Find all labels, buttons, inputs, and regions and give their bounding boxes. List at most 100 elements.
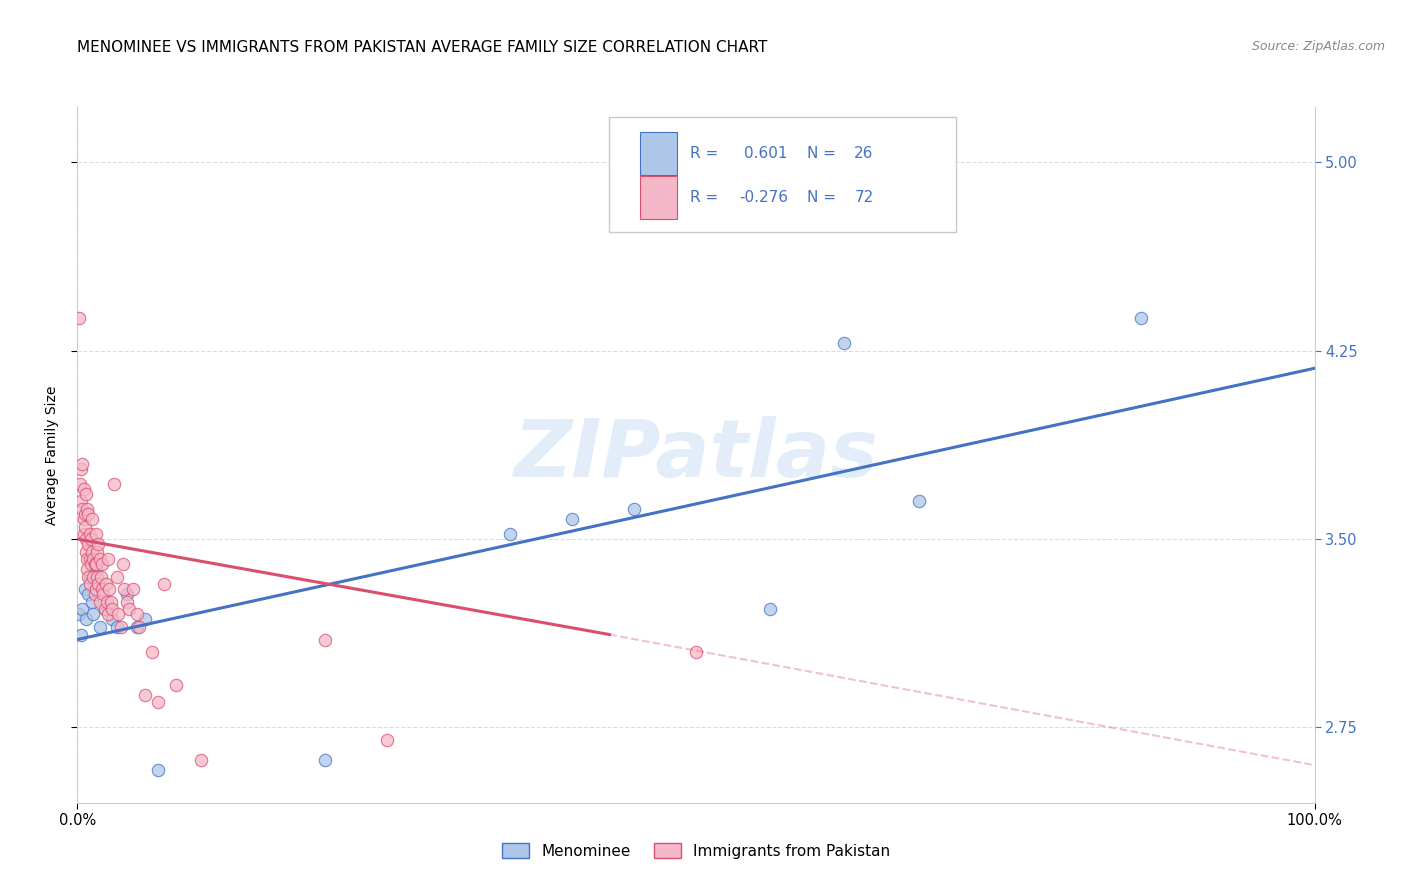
Point <box>73 519 96 533</box>
Point <box>67 311 90 326</box>
Bar <box>640 176 678 219</box>
Point <box>134 688 156 702</box>
Point <box>89 595 111 609</box>
Point <box>87 577 110 591</box>
Point <box>110 620 132 634</box>
Point <box>115 587 138 601</box>
Point <box>72 502 94 516</box>
Point <box>84 557 107 571</box>
Point <box>115 595 138 609</box>
Point <box>375 733 398 747</box>
Point <box>77 507 100 521</box>
Point <box>75 612 97 626</box>
Point <box>107 607 129 622</box>
Bar <box>640 132 678 175</box>
Point <box>76 502 98 516</box>
Point <box>100 595 122 609</box>
Text: ZIPatlas: ZIPatlas <box>513 416 879 494</box>
Point <box>93 602 115 616</box>
Point <box>79 570 101 584</box>
Point <box>76 552 98 566</box>
Point <box>118 602 141 616</box>
Point <box>907 494 929 508</box>
Point <box>561 512 583 526</box>
Point <box>72 527 94 541</box>
Point <box>146 763 169 777</box>
Point <box>77 570 100 584</box>
Point <box>86 544 108 558</box>
Point <box>105 570 128 584</box>
Point <box>103 476 125 491</box>
Point <box>685 645 707 659</box>
Point <box>67 607 90 622</box>
Point <box>82 552 104 566</box>
Point <box>87 537 110 551</box>
Point <box>72 482 94 496</box>
FancyBboxPatch shape <box>609 118 956 232</box>
Point <box>101 602 124 616</box>
Text: Source: ZipAtlas.com: Source: ZipAtlas.com <box>1251 40 1385 54</box>
Point <box>834 336 856 351</box>
Point <box>86 570 108 584</box>
Point <box>93 602 115 616</box>
Point <box>98 582 121 597</box>
Point <box>499 527 522 541</box>
Point <box>76 562 98 576</box>
Point <box>80 532 103 546</box>
Point <box>1130 311 1153 326</box>
Point <box>77 537 100 551</box>
Point <box>91 557 114 571</box>
Point <box>82 607 104 622</box>
Point <box>91 587 114 601</box>
Text: MENOMINEE VS IMMIGRANTS FROM PAKISTAN AVERAGE FAMILY SIZE CORRELATION CHART: MENOMINEE VS IMMIGRANTS FROM PAKISTAN AV… <box>77 40 768 55</box>
Point <box>77 587 100 601</box>
Point <box>84 582 107 597</box>
Point <box>72 602 94 616</box>
Point <box>314 753 336 767</box>
Point <box>70 494 93 508</box>
Text: 0.601: 0.601 <box>744 146 787 161</box>
Point <box>141 645 163 659</box>
Text: 72: 72 <box>855 190 873 205</box>
Point <box>79 552 101 566</box>
Point <box>84 562 107 576</box>
Point <box>72 457 94 471</box>
Point <box>97 607 120 622</box>
Point <box>69 476 91 491</box>
Text: N =: N = <box>807 146 837 161</box>
Point <box>73 507 96 521</box>
Point <box>73 582 96 597</box>
Point <box>89 620 111 634</box>
Y-axis label: Average Family Size: Average Family Size <box>45 385 59 524</box>
Point <box>314 632 336 647</box>
Point <box>83 557 105 571</box>
Point <box>89 552 111 566</box>
Point <box>112 557 135 571</box>
Point <box>97 552 120 566</box>
Point <box>82 544 104 558</box>
Point <box>82 570 104 584</box>
Point <box>75 487 97 501</box>
Point <box>82 595 104 609</box>
Point <box>125 620 148 634</box>
Point <box>623 502 645 516</box>
Point <box>105 620 128 634</box>
Point <box>82 512 104 526</box>
Point <box>96 595 118 609</box>
Point <box>75 544 97 558</box>
Point <box>101 612 124 626</box>
Point <box>84 527 107 541</box>
Point <box>146 695 169 709</box>
Point <box>128 620 150 634</box>
Point <box>122 582 145 597</box>
Text: 26: 26 <box>855 146 873 161</box>
Point <box>83 587 105 601</box>
Point <box>72 512 94 526</box>
Text: N =: N = <box>807 190 837 205</box>
Text: -0.276: -0.276 <box>740 190 789 205</box>
Point <box>90 570 112 584</box>
Point <box>79 577 101 591</box>
Point <box>70 461 93 475</box>
Point <box>165 678 187 692</box>
Text: R =: R = <box>690 146 718 161</box>
